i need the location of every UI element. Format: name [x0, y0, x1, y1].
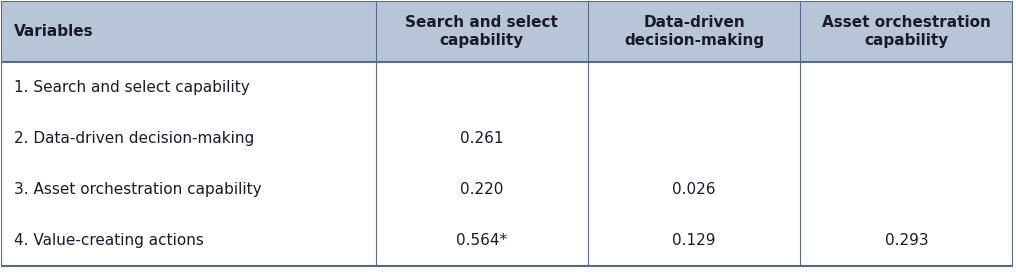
Text: 0.261: 0.261 [460, 131, 504, 146]
Text: Data-driven
decision-making: Data-driven decision-making [624, 15, 764, 48]
Text: Variables: Variables [13, 24, 93, 39]
Text: 2. Data-driven decision-making: 2. Data-driven decision-making [13, 131, 254, 146]
Text: 0.564*: 0.564* [456, 233, 507, 248]
Text: Asset orchestration
capability: Asset orchestration capability [822, 15, 991, 48]
Text: 0.293: 0.293 [885, 233, 929, 248]
Text: 0.220: 0.220 [460, 182, 504, 197]
Bar [1, 1, 1013, 62]
Text: 4. Value-creating actions: 4. Value-creating actions [13, 233, 203, 248]
Text: 3. Asset orchestration capability: 3. Asset orchestration capability [13, 182, 261, 197]
Text: 1. Search and select capability: 1. Search and select capability [13, 80, 249, 95]
Text: Search and select
capability: Search and select capability [405, 15, 558, 48]
Text: 0.129: 0.129 [673, 233, 716, 248]
Text: 0.026: 0.026 [673, 182, 716, 197]
